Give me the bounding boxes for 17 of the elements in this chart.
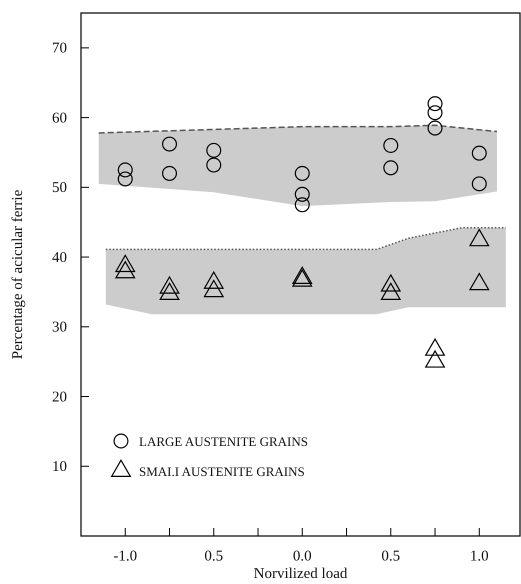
y-tick-label: 60: [52, 110, 67, 126]
x-axis-title: Norvilized load: [254, 566, 348, 582]
x-tick-label: 0.5: [381, 548, 400, 565]
legend-label: SMAI.I AUSTENITE GRAINS: [139, 464, 305, 479]
y-tick-label: 70: [52, 40, 67, 57]
y-tick-label: 50: [52, 180, 67, 196]
y-tick-label: 10: [52, 459, 67, 476]
legend-label: LARGE AUSTENITE GRAINS: [139, 434, 308, 449]
x-tick-label: -1.0: [113, 548, 138, 565]
x-tick-label: 1.0: [470, 548, 489, 565]
x-tick-label: 0.0: [292, 548, 312, 565]
y-axis-title: Percentage of acicular ferrie: [10, 189, 26, 360]
y-tick-label: 30: [52, 320, 67, 336]
line-series: [98, 124, 498, 134]
y-tick-label: 40: [52, 250, 67, 266]
y-tick-label: 20: [52, 389, 67, 406]
x-tick-label: 0.5: [204, 548, 224, 565]
